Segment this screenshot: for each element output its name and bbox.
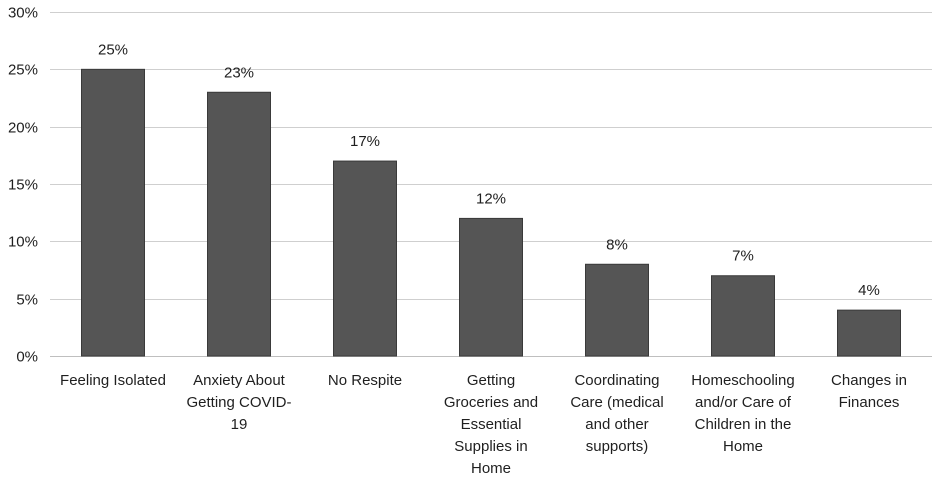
category-label-line: Anxiety About bbox=[193, 372, 286, 389]
category-label: Coordinating Care (medical and other suppor… bbox=[570, 372, 663, 455]
category-label-line: Homeschooling bbox=[691, 372, 794, 389]
category-label-line: Groceries and bbox=[444, 394, 538, 411]
data-labels: 25% 23% 17% 12% 8% 7% 4% bbox=[98, 41, 880, 299]
bars bbox=[81, 68, 901, 357]
category-label-line: No Respite bbox=[328, 372, 402, 389]
category-label-line: Home bbox=[723, 438, 763, 455]
category-label-line: and/or Care of bbox=[695, 394, 792, 411]
category-label: Changes in Finances bbox=[831, 372, 907, 411]
category-label-line: Finances bbox=[839, 394, 900, 411]
bar bbox=[585, 263, 649, 357]
bar bbox=[459, 217, 523, 357]
y-tick-label: 10% bbox=[8, 234, 38, 251]
category-label-line: Feeling Isolated bbox=[60, 372, 166, 389]
category-label-line: Essential bbox=[461, 416, 522, 433]
category-label-line: Supplies in bbox=[454, 438, 527, 455]
category-label: Getting Groceries and Essential Supplies in… bbox=[444, 372, 538, 477]
data-label: 12% bbox=[476, 190, 506, 207]
category-label-line: Getting bbox=[467, 372, 515, 389]
category-label-line: Care (medical bbox=[570, 394, 663, 411]
category-label: No Respite bbox=[328, 372, 402, 389]
bar bbox=[333, 160, 397, 357]
data-label: 23% bbox=[224, 64, 254, 81]
category-label-line: supports) bbox=[586, 438, 649, 455]
category-label-line: and other bbox=[585, 416, 648, 433]
bar bbox=[207, 91, 271, 357]
y-tick-label: 25% bbox=[8, 62, 38, 79]
y-tick-label: 15% bbox=[8, 177, 38, 194]
category-label-line: Children in the bbox=[695, 416, 792, 433]
y-axis-tick-labels: 0% 5% 10% 15% 20% 25% 30% bbox=[8, 5, 38, 366]
data-label: 8% bbox=[606, 236, 628, 253]
data-label: 7% bbox=[732, 248, 754, 265]
y-tick-label: 20% bbox=[8, 120, 38, 137]
bar bbox=[837, 309, 901, 357]
x-axis-category-labels: Feeling Isolated Anxiety About Getting COV… bbox=[60, 372, 907, 477]
y-tick-label: 5% bbox=[16, 292, 38, 309]
category-label: Feeling Isolated bbox=[60, 372, 166, 389]
data-label: 17% bbox=[350, 133, 380, 150]
category-label-line: Getting COVID- bbox=[186, 394, 291, 411]
data-label: 25% bbox=[98, 41, 128, 58]
bar bbox=[81, 68, 145, 357]
category-label-line: Changes in bbox=[831, 372, 907, 389]
category-label: Anxiety About Getting COVID- 19 bbox=[186, 372, 291, 433]
category-label: Homeschooling and/or Care of Children in t… bbox=[691, 372, 794, 455]
category-label-line: Coordinating bbox=[574, 372, 659, 389]
data-label: 4% bbox=[858, 282, 880, 299]
bar bbox=[711, 275, 775, 357]
category-label-line: Home bbox=[471, 460, 511, 477]
category-label-line: 19 bbox=[231, 416, 248, 433]
y-tick-label: 30% bbox=[8, 5, 38, 22]
y-tick-label: 0% bbox=[16, 349, 38, 366]
